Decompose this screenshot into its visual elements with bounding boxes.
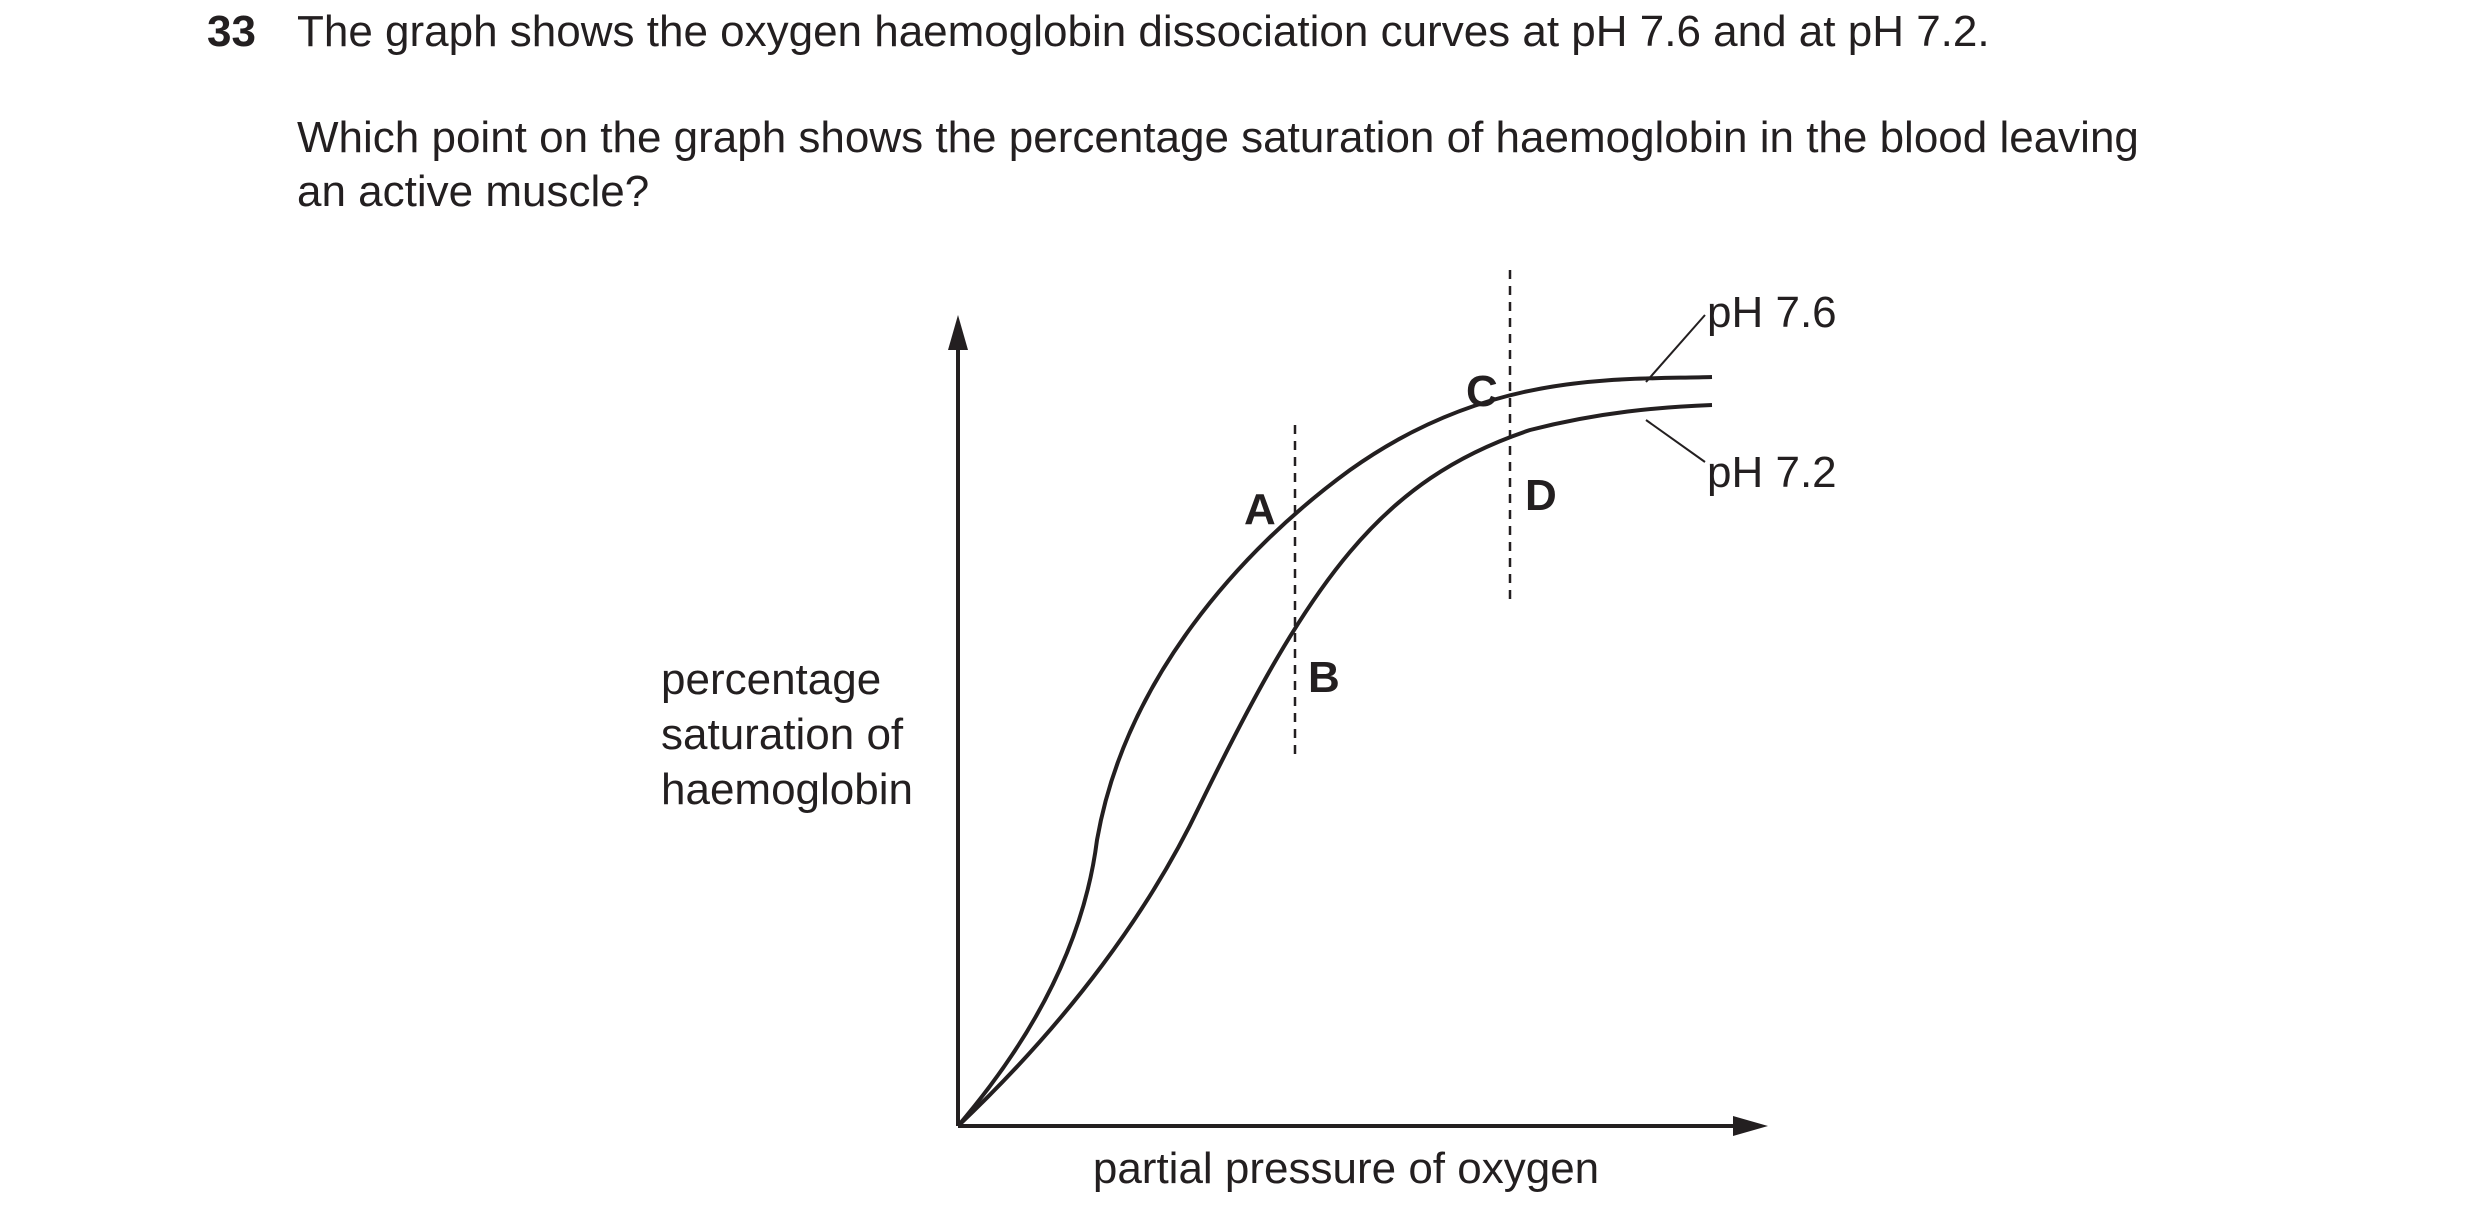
curve-ph-7-6 bbox=[956, 375, 1713, 1128]
y-axis-label-line: haemoglobin bbox=[661, 765, 913, 814]
reference-lines bbox=[1293, 270, 1512, 760]
curve-ph-7-2 bbox=[956, 403, 1713, 1128]
x-axis-label: partial pressure of oxygen bbox=[1093, 1144, 1599, 1193]
point-label-d: D bbox=[1525, 471, 1557, 520]
question-prompt-line-2: an active muscle? bbox=[297, 167, 650, 216]
point-label-c: C bbox=[1466, 367, 1498, 416]
axes bbox=[948, 315, 1768, 1136]
label-leaders bbox=[1645, 314, 1706, 463]
y-axis-arrowhead bbox=[948, 315, 968, 350]
y-axis-label-line: percentage bbox=[661, 655, 881, 704]
curve-label-ph-7-6: pH 7.6 bbox=[1707, 288, 1837, 337]
point-labels: A B C D bbox=[1244, 367, 1557, 702]
leader-line-ph-7-6 bbox=[1645, 314, 1706, 383]
leader-line-ph-7-2 bbox=[1645, 419, 1706, 463]
x-axis-arrowhead bbox=[1733, 1116, 1768, 1136]
question-stem: The graph shows the oxygen haemoglobin d… bbox=[297, 7, 1990, 56]
curve-label-ph-7-2: pH 7.2 bbox=[1707, 448, 1837, 497]
y-axis-label-line: saturation of bbox=[661, 710, 904, 759]
y-axis-label: percentage saturation of haemoglobin bbox=[661, 655, 913, 814]
question-number: 33 bbox=[207, 7, 256, 56]
point-label-a: A bbox=[1244, 485, 1276, 534]
curves bbox=[956, 375, 1713, 1128]
point-label-b: B bbox=[1308, 653, 1340, 702]
question-prompt-line-1: Which point on the graph shows the perce… bbox=[297, 113, 2139, 162]
